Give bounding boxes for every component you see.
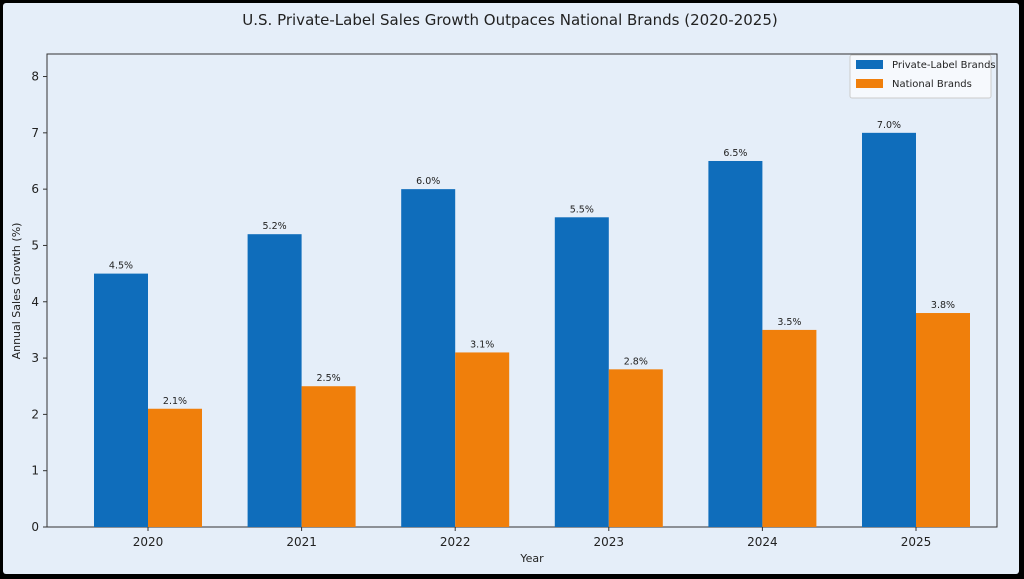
data-label-national-2021: 2.5% (317, 373, 341, 384)
plot-area (46, 53, 998, 528)
bar-private-label-2020 (94, 273, 148, 527)
legend-box (849, 54, 992, 99)
chart-frame: U.S. Private-Label Sales Growth Outpaces… (3, 3, 1019, 574)
data-label-private-label-2021: 5.2% (263, 221, 287, 232)
y-axis-label: Annual Sales Growth (%) (10, 223, 23, 360)
y-tick-label: 1 (31, 464, 39, 478)
bar-national-2020 (148, 408, 202, 527)
x-tick-label-2023: 2023 (594, 535, 625, 549)
bar-chart: U.S. Private-Label Sales Growth Outpaces… (10, 11, 998, 565)
x-axis: 2020 2021 2022 2023 2024 2025 (133, 527, 932, 549)
data-label-national-2023: 2.8% (624, 356, 648, 367)
y-tick-label: 3 (31, 351, 39, 365)
y-tick-label: 4 (31, 295, 39, 309)
y-tick-label: 7 (31, 126, 39, 140)
x-tick-label-2022: 2022 (440, 535, 471, 549)
legend-label-national: National Brands (892, 79, 972, 90)
data-label-private-label-2022: 6.0% (416, 176, 440, 187)
legend-swatch-national (856, 79, 883, 88)
data-label-national-2025: 3.8% (931, 300, 955, 311)
bar-private-label-2023 (554, 217, 609, 528)
x-tick-label-2024: 2024 (747, 535, 778, 549)
legend: Private-Label Brands National Brands (849, 54, 996, 99)
bars-group (94, 132, 970, 528)
y-tick-label: 2 (31, 407, 39, 421)
x-tick-label-2021: 2021 (286, 535, 317, 549)
x-tick-label-2020: 2020 (133, 535, 164, 549)
y-tick-label: 0 (31, 520, 39, 534)
bar-national-2024 (762, 329, 817, 527)
y-tick-label: 6 (31, 182, 39, 196)
bar-private-label-2025 (862, 132, 916, 528)
data-label-national-2022: 3.1% (470, 339, 494, 350)
bar-private-label-2024 (708, 160, 763, 527)
data-label-private-label-2020: 4.5% (109, 261, 133, 272)
y-tick-label: 5 (31, 238, 39, 252)
x-axis-label: Year (519, 552, 544, 565)
chart-title: U.S. Private-Label Sales Growth Outpaces… (242, 11, 777, 29)
data-label-private-label-2024: 6.5% (723, 148, 747, 159)
x-tick-label-2025: 2025 (901, 535, 932, 549)
bar-private-label-2022 (401, 189, 456, 527)
bar-national-2021 (301, 386, 356, 527)
y-tick-label: 8 (31, 70, 39, 84)
legend-swatch-private-label (856, 60, 883, 69)
bar-national-2022 (455, 352, 510, 527)
data-label-national-2024: 3.5% (777, 317, 801, 328)
bar-private-label-2021 (247, 234, 302, 527)
data-labels-group: 4.5% 2.1% 5.2% 2.5% 6.0% 3.1% 5.5% 2.8% 6.5% 3.5%… (109, 120, 955, 407)
bar-national-2025 (916, 313, 970, 527)
y-axis: 0 1 2 3 4 5 6 7 8 (31, 70, 47, 534)
data-label-private-label-2023: 5.5% (570, 204, 594, 215)
bar-national-2023 (608, 369, 663, 527)
legend-label-private-label: Private-Label Brands (892, 60, 996, 71)
data-label-private-label-2025: 7.0% (877, 120, 901, 131)
data-label-national-2020: 2.1% (163, 396, 187, 407)
